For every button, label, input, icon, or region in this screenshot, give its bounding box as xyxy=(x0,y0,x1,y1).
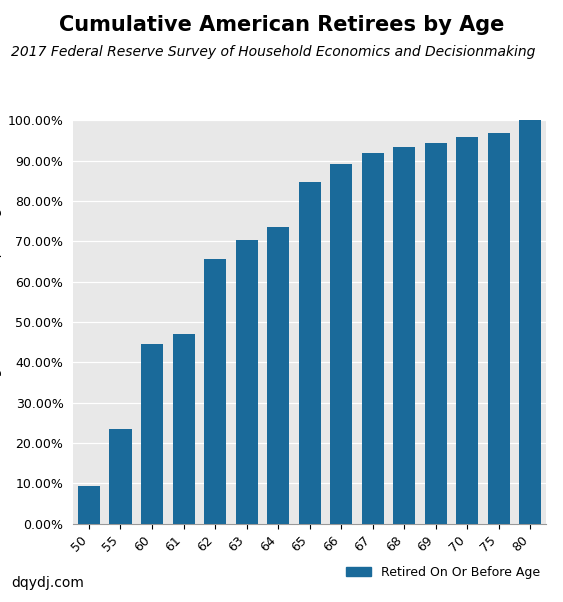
Bar xyxy=(267,228,289,524)
Bar xyxy=(456,137,479,524)
Bar xyxy=(78,486,100,524)
Text: Cumulative American Retirees by Age: Cumulative American Retirees by Age xyxy=(59,15,504,35)
Bar xyxy=(393,147,415,524)
Bar xyxy=(488,132,510,524)
Bar xyxy=(204,259,226,524)
Bar xyxy=(235,240,258,524)
Bar xyxy=(361,153,384,524)
Bar xyxy=(172,334,195,524)
Bar xyxy=(298,182,321,524)
Legend: Retired On Or Before Age: Retired On Or Before Age xyxy=(341,560,546,584)
Y-axis label: Percentage of Retirees Reporting: Percentage of Retirees Reporting xyxy=(0,206,2,438)
Bar xyxy=(519,120,542,524)
Text: dqydj.com: dqydj.com xyxy=(11,576,84,590)
Text: 2017 Federal Reserve Survey of Household Economics and Decisionmaking: 2017 Federal Reserve Survey of Household… xyxy=(11,45,535,59)
Bar xyxy=(109,429,132,524)
Bar xyxy=(425,143,447,524)
Bar xyxy=(330,164,352,524)
Bar xyxy=(141,344,163,524)
